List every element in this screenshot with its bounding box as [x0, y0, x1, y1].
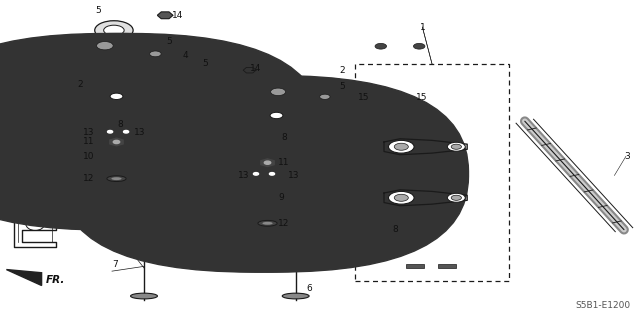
Circle shape — [413, 43, 425, 49]
Text: 2: 2 — [339, 66, 345, 75]
Text: 1: 1 — [420, 23, 425, 32]
Circle shape — [253, 173, 259, 175]
Text: 11: 11 — [278, 158, 290, 167]
Text: 8: 8 — [282, 133, 287, 142]
Polygon shape — [94, 89, 139, 104]
Text: 5: 5 — [95, 6, 100, 15]
Ellipse shape — [111, 177, 122, 180]
Circle shape — [110, 93, 123, 100]
Circle shape — [150, 51, 161, 57]
Text: 14: 14 — [250, 64, 261, 73]
Circle shape — [451, 144, 461, 149]
Circle shape — [95, 21, 133, 40]
Circle shape — [317, 78, 348, 94]
Circle shape — [124, 130, 129, 133]
Circle shape — [145, 49, 166, 59]
Circle shape — [325, 82, 340, 90]
Circle shape — [296, 93, 303, 96]
Text: 5: 5 — [202, 59, 207, 68]
Circle shape — [447, 142, 465, 151]
Circle shape — [394, 194, 408, 201]
Circle shape — [204, 62, 219, 69]
Bar — [438, 264, 456, 268]
Text: 2: 2 — [78, 80, 83, 89]
Text: 4: 4 — [183, 51, 188, 60]
FancyBboxPatch shape — [76, 76, 468, 272]
Circle shape — [320, 94, 330, 100]
FancyBboxPatch shape — [110, 119, 123, 128]
Circle shape — [155, 40, 188, 57]
FancyBboxPatch shape — [261, 137, 274, 146]
Polygon shape — [264, 84, 335, 102]
Circle shape — [197, 58, 225, 72]
Circle shape — [269, 173, 275, 175]
Circle shape — [451, 195, 461, 200]
Ellipse shape — [258, 220, 277, 226]
FancyBboxPatch shape — [0, 33, 323, 230]
Circle shape — [388, 191, 414, 204]
Text: 13: 13 — [134, 128, 146, 137]
Text: FR.: FR. — [46, 275, 65, 285]
Ellipse shape — [113, 161, 120, 165]
Text: S5B1-E1200: S5B1-E1200 — [575, 301, 630, 310]
FancyBboxPatch shape — [60, 76, 452, 272]
Text: 5: 5 — [339, 82, 345, 91]
Text: 6: 6 — [306, 284, 312, 293]
Text: 7: 7 — [112, 260, 118, 269]
Circle shape — [113, 140, 120, 144]
Text: 10: 10 — [83, 152, 95, 161]
Circle shape — [97, 41, 113, 50]
Polygon shape — [254, 108, 299, 123]
Polygon shape — [157, 12, 173, 19]
Circle shape — [173, 48, 209, 66]
Polygon shape — [384, 139, 467, 155]
Polygon shape — [261, 159, 274, 167]
Ellipse shape — [131, 293, 157, 299]
Circle shape — [394, 143, 408, 150]
Text: 8: 8 — [117, 120, 123, 129]
Text: 12: 12 — [278, 219, 290, 228]
Text: 11: 11 — [83, 137, 95, 146]
Circle shape — [163, 44, 180, 53]
Text: 14: 14 — [172, 11, 183, 20]
Circle shape — [447, 193, 465, 202]
Ellipse shape — [264, 161, 271, 165]
Circle shape — [375, 43, 387, 49]
Text: 13: 13 — [238, 171, 250, 180]
Circle shape — [181, 52, 200, 62]
Circle shape — [388, 140, 414, 153]
Polygon shape — [384, 190, 467, 206]
Text: 9: 9 — [278, 193, 284, 202]
Circle shape — [266, 85, 291, 98]
Polygon shape — [243, 67, 256, 73]
Bar — [355, 64, 509, 281]
Circle shape — [91, 39, 119, 53]
Ellipse shape — [262, 222, 273, 225]
Ellipse shape — [107, 176, 126, 182]
Text: 15: 15 — [416, 93, 428, 102]
Circle shape — [316, 92, 334, 101]
Text: 13: 13 — [83, 128, 95, 137]
Bar — [406, 264, 424, 268]
Circle shape — [271, 88, 285, 96]
Circle shape — [264, 161, 271, 164]
Circle shape — [108, 130, 113, 133]
Ellipse shape — [282, 293, 309, 299]
Circle shape — [270, 112, 283, 119]
Text: 8: 8 — [392, 225, 398, 234]
Polygon shape — [88, 37, 166, 59]
FancyBboxPatch shape — [0, 33, 307, 230]
Polygon shape — [110, 138, 123, 146]
Text: 13: 13 — [288, 171, 300, 180]
Polygon shape — [6, 270, 42, 286]
Text: 12: 12 — [83, 174, 95, 183]
Text: 3: 3 — [625, 152, 630, 161]
Circle shape — [104, 25, 124, 35]
Circle shape — [124, 48, 132, 51]
Text: 5: 5 — [167, 37, 172, 46]
Text: 15: 15 — [358, 93, 370, 102]
